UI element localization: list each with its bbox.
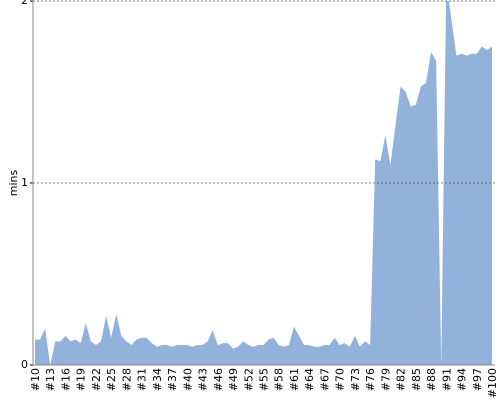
x-tick-label: #61 (288, 368, 301, 391)
x-tick-label: #76 (364, 368, 377, 391)
x-tick-label: #40 (181, 368, 194, 391)
x-tick-label: #13 (44, 368, 57, 391)
x-tick-label: #52 (242, 368, 255, 391)
x-tick-label: #55 (258, 368, 271, 391)
x-tick-label: #85 (410, 368, 423, 391)
x-tick-label: #34 (151, 368, 164, 391)
x-tick-label: #97 (471, 368, 484, 391)
y-tick-label: 0 (21, 358, 28, 371)
x-tick-label: #10 (29, 368, 42, 391)
x-tick-label: #91 (440, 368, 453, 391)
x-tick-label: #100 (486, 368, 499, 398)
x-tick-label: #37 (166, 368, 179, 391)
x-tick-label: #31 (136, 368, 149, 391)
x-tick-label: #49 (227, 368, 240, 391)
x-tick-label: #28 (120, 368, 133, 391)
x-tick-label: #25 (105, 368, 118, 391)
x-tick-label: #82 (395, 368, 408, 391)
x-tick-label: #46 (212, 368, 225, 391)
area (35, 1, 492, 365)
x-tick-label: #73 (349, 368, 362, 391)
x-tick-label: #88 (425, 368, 438, 391)
y-axis-label: mins (7, 169, 20, 196)
y-tick-label: 1 (21, 176, 28, 189)
x-tick-label: #16 (59, 368, 72, 391)
x-tick-label: #58 (273, 368, 286, 391)
x-tick-label: #64 (303, 368, 316, 391)
x-tick-label: #43 (197, 368, 210, 391)
x-tick-label: #79 (379, 368, 392, 391)
x-tick-label: #19 (75, 368, 88, 391)
y-tick-label: 2 (21, 0, 28, 7)
x-tick-label: #22 (90, 368, 103, 391)
x-tick-label: #67 (318, 368, 331, 391)
x-tick-label: #94 (456, 368, 469, 391)
x-tick-label: #70 (334, 368, 347, 391)
